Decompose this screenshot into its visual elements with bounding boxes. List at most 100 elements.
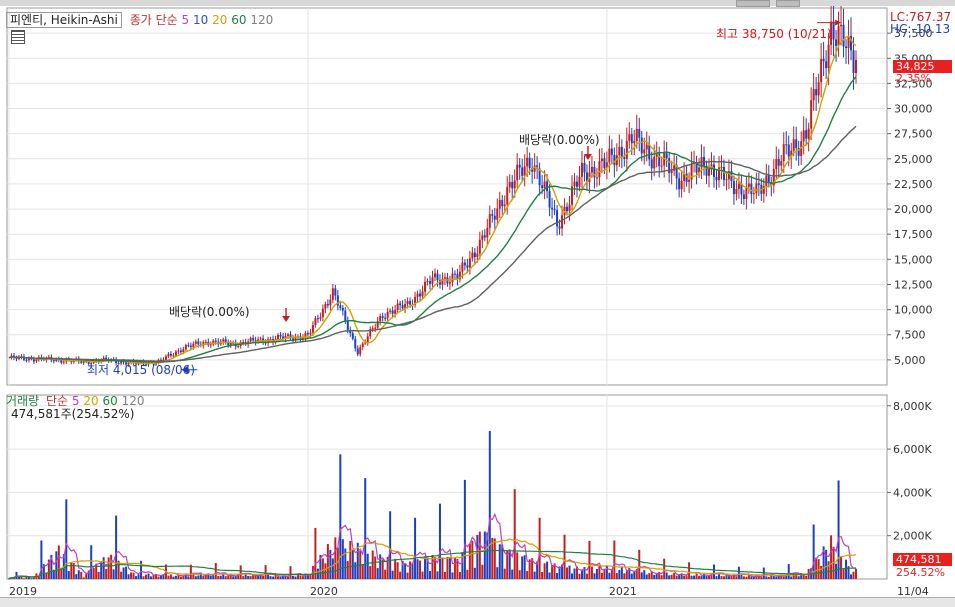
candle-body xyxy=(750,183,753,195)
candle-body xyxy=(698,167,701,173)
price-tick-label: 10,000 xyxy=(894,304,933,317)
candle-body xyxy=(184,345,187,350)
volume-bar xyxy=(695,573,698,579)
volume-bar xyxy=(600,572,603,579)
volume-bar xyxy=(336,547,339,579)
volume-bar xyxy=(135,576,138,579)
high-marker-label: 최고 38,750 (10/21) xyxy=(716,27,832,41)
volume-bar xyxy=(461,552,464,579)
volume-bar xyxy=(122,567,125,579)
volume-bar xyxy=(538,517,541,579)
volume-bar xyxy=(725,574,728,579)
volume-bar xyxy=(463,479,466,579)
candle-body xyxy=(526,157,529,167)
volume-bar xyxy=(578,573,581,579)
toolbar-button[interactable] xyxy=(776,0,800,7)
volume-bar xyxy=(199,573,202,579)
toolbar-button[interactable] xyxy=(736,0,770,7)
volume-bar xyxy=(680,573,683,579)
candle-body xyxy=(25,359,28,361)
candle-body xyxy=(172,355,175,357)
candle-body xyxy=(665,153,668,159)
candle-body xyxy=(752,193,755,195)
candle-body xyxy=(548,191,551,208)
volume-bar xyxy=(37,576,40,579)
candle-body xyxy=(117,363,120,365)
volume-header: 거래량 단순 5 20 60 120 xyxy=(6,392,144,409)
candle-body xyxy=(269,339,272,341)
candle-body xyxy=(603,158,606,169)
candle-body xyxy=(805,130,808,139)
scroll-bar[interactable] xyxy=(0,597,955,607)
candle-body xyxy=(850,35,853,51)
price-tick-label: 22,500 xyxy=(894,178,933,191)
volume-bar xyxy=(493,538,496,579)
volume-tick-label: 4,000K xyxy=(893,486,932,499)
volume-bar xyxy=(610,569,613,579)
ma-period-60[interactable]: 60 xyxy=(231,13,247,27)
candle-body xyxy=(82,360,85,363)
vol-ma-period-60[interactable]: 60 xyxy=(102,394,118,408)
candle-body xyxy=(795,139,798,149)
candle-body xyxy=(812,89,815,101)
volume-bar xyxy=(82,577,85,579)
candle-body xyxy=(254,340,257,343)
volume-bar xyxy=(419,560,422,579)
candle-body xyxy=(424,281,427,292)
candle-body xyxy=(822,58,825,62)
volume-bar xyxy=(630,573,633,579)
candle-body xyxy=(618,146,621,156)
volume-bar xyxy=(244,574,247,579)
candle-body xyxy=(498,199,501,209)
volume-bar xyxy=(840,556,843,579)
volume-bar xyxy=(693,575,696,579)
ma-period-5[interactable]: 5 xyxy=(181,13,190,27)
ma-period-120[interactable]: 120 xyxy=(250,13,274,27)
volume-bar xyxy=(471,540,474,579)
candle-body xyxy=(511,181,514,189)
volume-bar xyxy=(533,571,536,579)
vol-ma-period-120[interactable]: 120 xyxy=(121,394,145,408)
volume-current-info: 474,581주(254.52%) xyxy=(11,407,135,421)
volume-bar xyxy=(42,564,45,579)
stock-selector[interactable]: 피엔티, Heikin-Ashi xyxy=(6,12,122,28)
candle-body xyxy=(441,278,444,285)
volume-bar xyxy=(780,575,783,579)
volume-bar xyxy=(556,572,559,579)
volume-bar xyxy=(364,478,367,579)
volume-bar xyxy=(299,575,302,579)
volume-bar xyxy=(17,576,20,579)
volume-bar xyxy=(446,556,449,579)
candle-body xyxy=(135,363,138,365)
candle-body xyxy=(404,304,407,309)
ma-label: 종가 단순 xyxy=(129,13,178,27)
candle-body xyxy=(558,226,561,229)
volume-bar xyxy=(563,534,566,579)
volume-bar xyxy=(371,550,374,579)
candle-body xyxy=(32,359,35,362)
volume-bar xyxy=(242,576,245,579)
chart-area[interactable]: 5,000 7,500 10,000 12,500 15,000 17,500 20,000… xyxy=(0,6,955,597)
volume-bar xyxy=(431,555,434,579)
vol-ma-period-5[interactable]: 5 xyxy=(71,394,80,408)
candle-body xyxy=(416,293,419,297)
volume-bar xyxy=(162,574,165,579)
volume-bar xyxy=(296,574,299,579)
candle-body xyxy=(640,137,643,154)
volume-bar xyxy=(665,572,668,579)
ma-period-20[interactable]: 20 xyxy=(212,13,228,27)
candle-body xyxy=(386,311,389,319)
volume-bar xyxy=(356,542,359,579)
candle-body xyxy=(224,339,227,343)
ma-period-10[interactable]: 10 xyxy=(192,13,209,27)
grid-icon[interactable] xyxy=(11,30,25,44)
volume-bar xyxy=(147,573,150,579)
volume-bar xyxy=(488,430,491,579)
candle-body xyxy=(27,358,30,361)
volume-bar xyxy=(765,576,768,579)
volume-bar xyxy=(341,539,344,579)
volume-bar xyxy=(551,565,554,579)
vol-ma-period-20[interactable]: 20 xyxy=(83,394,99,408)
candle-body xyxy=(291,338,294,341)
candle-body xyxy=(80,361,83,363)
